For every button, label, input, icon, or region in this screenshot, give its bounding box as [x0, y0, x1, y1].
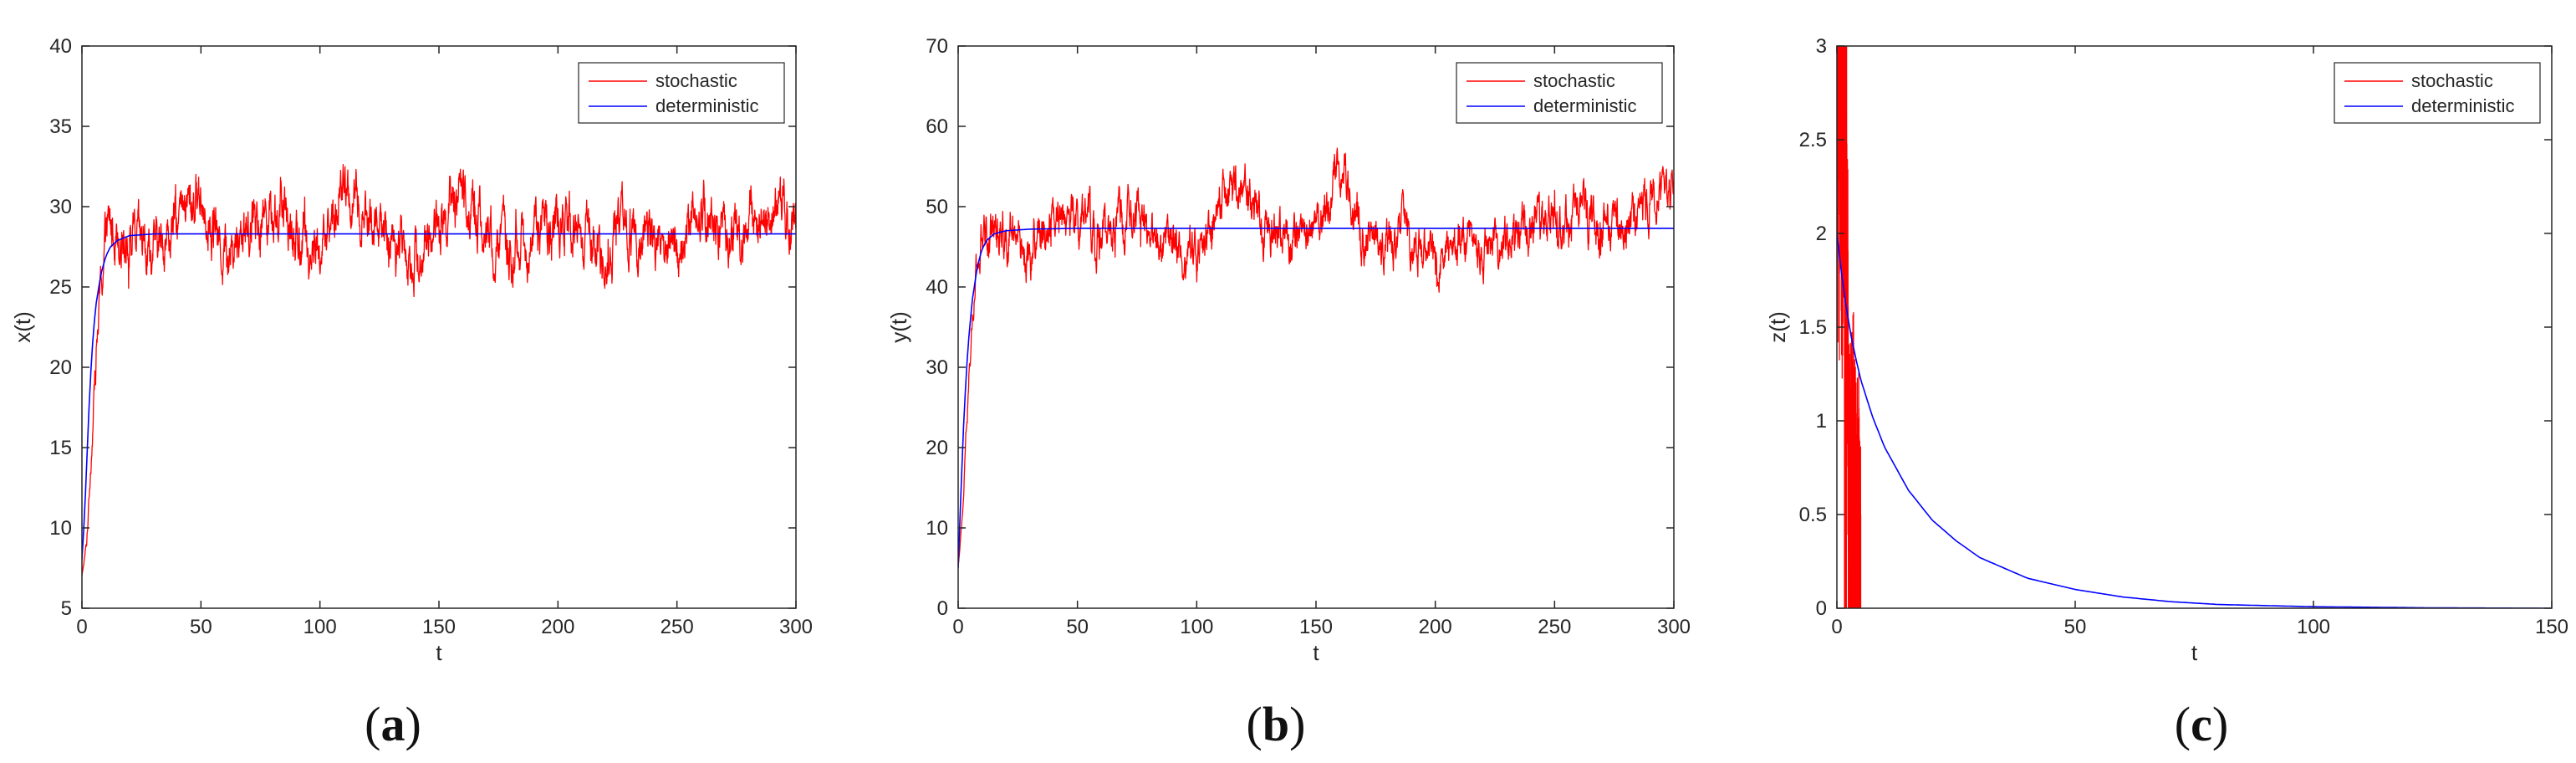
x-tick-label: 300 — [1657, 616, 1691, 638]
x-tick-label: 100 — [1180, 616, 1213, 638]
y-tick-label: 2 — [1816, 223, 1827, 245]
legend-box — [578, 62, 785, 124]
y-tick-label: 30 — [49, 196, 72, 218]
y-tick-label: 15 — [49, 437, 72, 459]
y-tick-label: 1 — [1816, 410, 1827, 433]
axes-box — [957, 45, 1675, 609]
x-axis-label: t — [436, 640, 442, 665]
y-tick-label: 60 — [926, 115, 948, 138]
chart-panel-b: 0 50 100 150 200 250 300 0 10 20 30 40 50 60 70 t y(t) st… — [886, 35, 1691, 751]
y-tick-label: 5 — [61, 597, 72, 620]
y-axis-label: x(t) — [10, 311, 35, 343]
x-tick-label: 0 — [76, 616, 87, 638]
x-tick-label: 300 — [779, 616, 813, 638]
chart-panel-a: 0 50 100 150 200 250 300 5 10 15 20 25 30 35 40 t x(t) st… — [10, 35, 813, 751]
y-tick-label: 10 — [926, 517, 948, 540]
x-tick-label: 50 — [1066, 616, 1089, 638]
x-tick-label: 250 — [1538, 616, 1571, 638]
y-tick-label: 40 — [926, 276, 948, 299]
y-tick-label: 30 — [926, 356, 948, 379]
y-tick-label: 2.5 — [1799, 129, 1827, 151]
y-axis-label: y(t) — [886, 311, 911, 343]
legend: stochastic deterministic — [2334, 62, 2541, 124]
legend-label-stochastic: stochastic — [2411, 70, 2493, 91]
axes-box — [81, 45, 797, 609]
legend-label-deterministic: deterministic — [2411, 95, 2514, 116]
x-tick-label: 100 — [304, 616, 337, 638]
series-line-stochastic — [82, 163, 796, 576]
series-line-deterministic — [82, 233, 796, 561]
series-line-deterministic — [958, 228, 1674, 569]
y-tick-label: 0.5 — [1799, 504, 1827, 526]
chart-panel-c: 0 50 100 150 0 0.5 1 1.5 2 2.5 3 t z(t) stochastic det… — [1765, 35, 2568, 751]
x-tick-label: 0 — [1831, 616, 1842, 638]
legend-label-stochastic: stochastic — [655, 70, 737, 91]
axes-box — [1836, 45, 2553, 609]
series-line-deterministic — [1837, 233, 2552, 608]
series-line-stochastic — [958, 147, 1674, 569]
y-tick-label: 10 — [49, 517, 72, 540]
panel-label: (c) — [2175, 697, 2228, 751]
x-tick-label: 50 — [2064, 616, 2087, 638]
y-tick-label: 0 — [1816, 597, 1827, 620]
x-tick-label: 0 — [952, 616, 963, 638]
y-tick-label: 20 — [926, 437, 948, 459]
x-axis-label: t — [1313, 640, 1319, 665]
y-tick-label: 70 — [926, 35, 948, 58]
y-tick-label: 1.5 — [1799, 316, 1827, 339]
legend-label-deterministic: deterministic — [1533, 95, 1636, 116]
legend: stochastic deterministic — [578, 62, 785, 124]
x-tick-label: 100 — [2297, 616, 2330, 638]
legend: stochastic deterministic — [1456, 62, 1663, 124]
x-tick-label: 200 — [541, 616, 574, 638]
y-tick-label: 0 — [937, 597, 948, 620]
legend-label-stochastic: stochastic — [1533, 70, 1615, 91]
panel-label: (a) — [365, 697, 421, 751]
panel-label: (b) — [1247, 697, 1306, 751]
y-axis-label: z(t) — [1765, 311, 1790, 343]
x-tick-label: 50 — [190, 616, 212, 638]
y-tick-label: 3 — [1816, 35, 1827, 58]
x-axis-label: t — [2191, 640, 2198, 665]
plot-area — [958, 147, 1674, 569]
legend-label-deterministic: deterministic — [655, 95, 758, 116]
x-tick-label: 150 — [422, 616, 456, 638]
x-tick-label: 200 — [1419, 616, 1452, 638]
x-tick-label: 250 — [661, 616, 694, 638]
legend-box — [2334, 62, 2541, 124]
series-line-stochastic — [1837, 46, 1862, 608]
y-tick-label: 20 — [49, 356, 72, 379]
legend-box — [1456, 62, 1663, 124]
y-tick-label: 40 — [49, 35, 72, 58]
y-tick-label: 35 — [49, 115, 72, 138]
x-tick-label: 150 — [1299, 616, 1333, 638]
x-tick-label: 150 — [2535, 616, 2568, 638]
y-tick-label: 25 — [49, 276, 72, 299]
plot-area — [82, 163, 796, 576]
y-tick-label: 50 — [926, 196, 948, 218]
